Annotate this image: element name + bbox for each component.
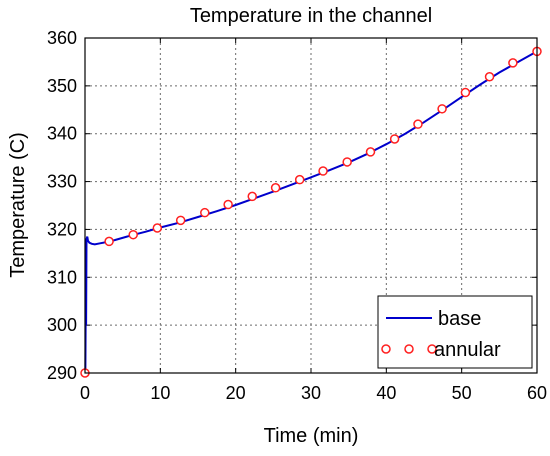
legend-marker-annular: [427, 344, 437, 354]
data-point-annular: [460, 87, 471, 98]
data-point-annular: [104, 236, 114, 247]
data-point-annular: [437, 104, 447, 114]
x-tick-label: 20: [226, 383, 246, 403]
legend: base annular: [377, 295, 533, 369]
y-tick-label: 300: [47, 315, 77, 335]
x-tick-label: 30: [301, 383, 321, 403]
legend-label-annular: annular: [434, 339, 501, 361]
data-point-annular: [365, 147, 376, 157]
y-tick-label: 290: [47, 363, 77, 383]
data-point-annular: [128, 229, 138, 240]
data-point-annular: [200, 207, 210, 218]
data-point-annular: [318, 166, 328, 176]
x-tick-label: 10: [150, 383, 170, 403]
x-tick-label: 40: [376, 383, 396, 403]
data-point-annular: [508, 58, 518, 68]
legend-box: [377, 295, 533, 369]
plot-frame: [84, 37, 538, 374]
y-tick-label: 310: [47, 267, 77, 287]
y-tick-label: 350: [47, 76, 77, 96]
data-point-annular: [389, 134, 400, 144]
data-point-annular: [247, 191, 257, 202]
data-point-annular: [223, 199, 233, 210]
y-tick-label: 340: [47, 124, 77, 144]
data-point-annular: [413, 119, 423, 129]
y-tick-label: 330: [47, 172, 77, 192]
data-point-annular: [270, 183, 281, 193]
y-tick-label: 320: [47, 219, 77, 239]
data-point-annular: [484, 72, 495, 82]
legend-marker-annular: [381, 344, 391, 354]
x-tick-label: 50: [452, 383, 472, 403]
chart-title: Temperature in the channel: [190, 5, 432, 27]
x-tick-label: 60: [527, 383, 547, 403]
series: [80, 46, 542, 378]
data-point-annular: [175, 215, 186, 226]
data-point-annular: [294, 174, 305, 185]
legend-label-base: base: [438, 308, 481, 330]
x-tick-label: 0: [80, 383, 90, 403]
x-axis-label: Time (min): [264, 425, 359, 447]
axis-ticks: 0 10 20 30 40 50 60 290 300 310 320 330 340 350 360: [47, 28, 547, 403]
legend-marker-annular: [404, 344, 414, 354]
data-point-annular: [342, 157, 352, 167]
y-axis-label: Temperature (C): [7, 132, 29, 278]
data-point-annular: [152, 223, 163, 233]
y-tick-label: 360: [47, 28, 77, 48]
